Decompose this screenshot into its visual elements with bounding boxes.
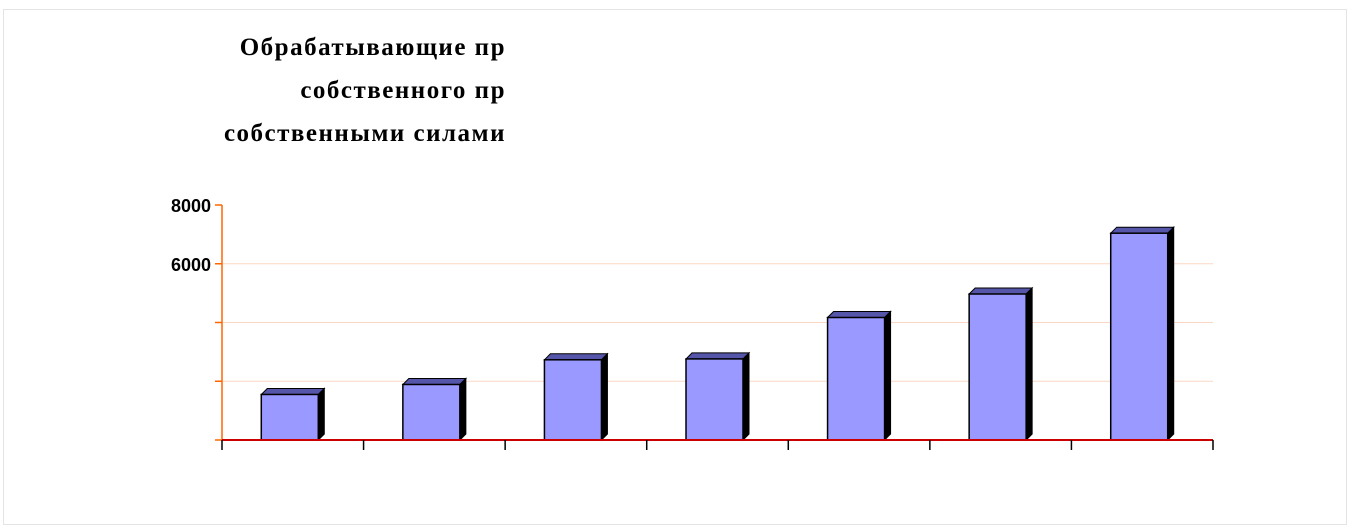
bar-face-4 bbox=[826, 316, 886, 441]
bar-3 bbox=[684, 351, 751, 442]
bar-5 bbox=[967, 286, 1034, 442]
bar-0 bbox=[260, 387, 326, 442]
y-tick-label-3: 6000 bbox=[171, 255, 211, 275]
bar-4 bbox=[826, 310, 892, 442]
y-tick-label-4: 8000 bbox=[171, 196, 211, 216]
bar-top-1 bbox=[401, 377, 468, 385]
bar-top-2 bbox=[543, 353, 609, 361]
bar-6 bbox=[1109, 225, 1175, 442]
bar-top-5 bbox=[967, 287, 1034, 295]
bar-1 bbox=[401, 377, 468, 442]
bar-face-0 bbox=[260, 393, 320, 441]
bar-top-6 bbox=[1109, 226, 1175, 234]
chart-title-line-1: Обрабатывающие пр bbox=[239, 34, 506, 61]
bar-side-4 bbox=[884, 310, 892, 442]
bar-side-1 bbox=[459, 377, 467, 442]
bar-face-5 bbox=[968, 293, 1027, 441]
bar-side-6 bbox=[1167, 225, 1175, 442]
bar-face-2 bbox=[543, 359, 603, 441]
bar-side-5 bbox=[1025, 286, 1033, 442]
bar-top-0 bbox=[260, 387, 326, 395]
bar-face-3 bbox=[685, 358, 744, 441]
bar-side-3 bbox=[742, 351, 750, 442]
bar-top-3 bbox=[684, 352, 751, 360]
bar-2 bbox=[543, 352, 609, 442]
chart-title-line-3: собственными силами bbox=[223, 120, 506, 147]
bar-side-0 bbox=[317, 387, 325, 442]
bar-face-6 bbox=[1109, 232, 1169, 441]
bar-side-2 bbox=[600, 352, 608, 442]
bar-face-1 bbox=[402, 383, 461, 441]
bar-top-4 bbox=[826, 311, 892, 319]
chart-title-line-2: собственного пр bbox=[300, 77, 506, 104]
